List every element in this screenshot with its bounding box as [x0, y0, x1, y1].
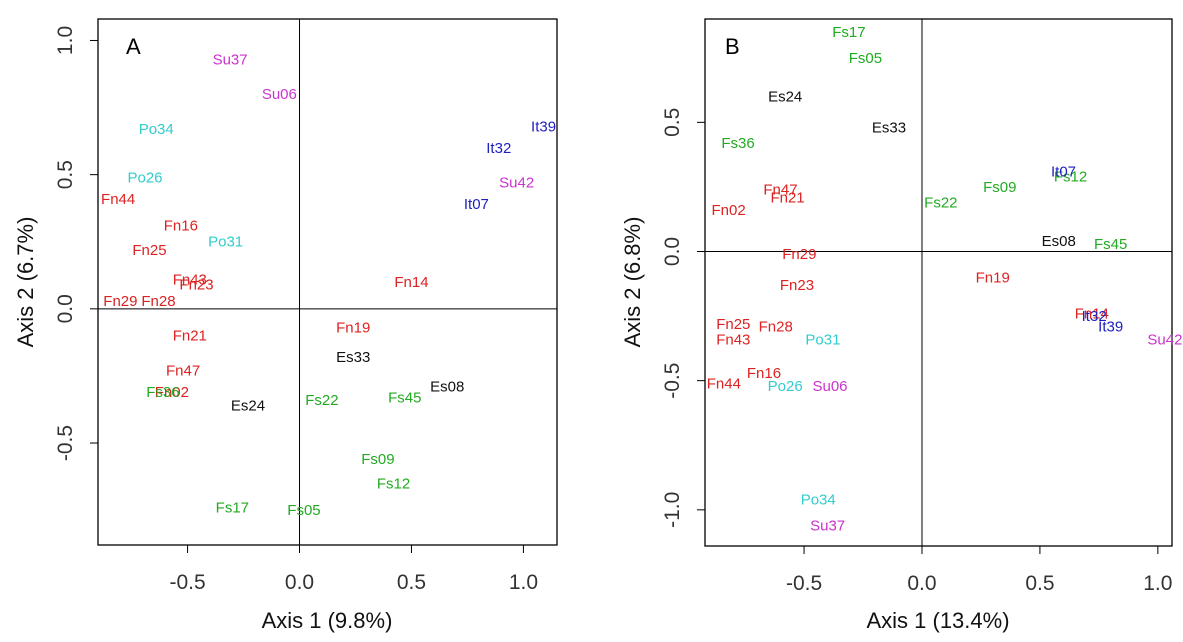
x-axis-ticks: -0.5 0.0 0.5 1.0	[786, 546, 1172, 595]
point-fn43: Fn43	[716, 331, 750, 348]
plot-frame	[704, 18, 1173, 547]
point-fn19: Fn19	[976, 269, 1010, 286]
panel-b: -0.5 0.0 0.5 1.0 -1.0 -0.5 0.0 0.5 Fs17 Fs05 Fs3…	[620, 18, 1183, 633]
y-tick-label: -1.0	[661, 492, 684, 528]
point-fn16: Fn16	[164, 218, 198, 235]
point-fn02: Fn02	[711, 202, 745, 219]
point-it32: It32	[1082, 308, 1107, 325]
y-axis-ticks: -0.5 0.0 0.5 1.0	[54, 26, 98, 461]
point-fs12: Fs12	[377, 475, 410, 492]
point-po31: Po31	[208, 234, 243, 251]
point-fn16: Fn16	[747, 365, 781, 382]
point-fn28: Fn28	[759, 318, 793, 335]
point-fn25: Fn25	[132, 242, 166, 259]
point-es33: Es33	[336, 349, 370, 366]
y-tick-label: 0.0	[661, 237, 684, 266]
y-axis-ticks: -1.0 -0.5 0.0 0.5	[661, 108, 705, 528]
point-es08: Es08	[430, 379, 464, 396]
point-fs45: Fs45	[388, 389, 421, 406]
point-fn21: Fn21	[770, 189, 804, 206]
point-fs05: Fs05	[287, 502, 320, 519]
point-po31: Po31	[805, 331, 840, 348]
y-axis-title: Axis 2 (6.7%)	[13, 217, 38, 348]
point-fn23: Fn23	[179, 277, 213, 294]
point-es24: Es24	[231, 397, 265, 414]
y-tick-label: 1.0	[54, 26, 77, 55]
point-fn29: Fn29	[103, 293, 137, 310]
panel-label: A	[126, 34, 141, 59]
point-su37: Su37	[213, 51, 248, 68]
panel-a: -0.5 0.0 0.5 1.0 -0.5 0.0 0.5 1.0 Su37 Su06 Su42…	[13, 18, 558, 633]
point-it07: It07	[464, 196, 489, 213]
point-fs17: Fs17	[216, 499, 249, 516]
point-fn43: Fn43	[173, 271, 207, 288]
point-es08: Es08	[1042, 233, 1076, 250]
point-fs36: Fs36	[721, 135, 754, 152]
point-po26: Po26	[127, 169, 162, 186]
x-axis-title: Axis 1 (9.8%)	[262, 608, 393, 633]
x-tick-label: 0.0	[907, 572, 936, 595]
point-it32: It32	[486, 140, 511, 157]
point-fn44: Fn44	[101, 191, 135, 208]
y-tick-label: -0.5	[661, 363, 684, 399]
point-fs36: Fs36	[146, 384, 179, 401]
point-fn44: Fn44	[707, 375, 741, 392]
point-su42: Su42	[1147, 331, 1182, 348]
x-tick-label: 0.5	[1025, 572, 1054, 595]
point-es33: Es33	[872, 120, 906, 137]
point-fn19: Fn19	[336, 320, 370, 337]
plot-frame	[97, 18, 558, 546]
y-tick-label: -0.5	[54, 425, 77, 461]
point-po26: Po26	[768, 378, 803, 395]
point-fs09: Fs09	[361, 451, 394, 468]
point-labels: Su37 Su06 Su42 It39 It32 It07 Po34 Po26 Po31 Fn44…	[101, 51, 556, 519]
point-it07: It07	[1051, 163, 1076, 180]
point-su37: Su37	[810, 517, 845, 534]
point-fs45: Fs45	[1094, 236, 1127, 253]
point-fs09: Fs09	[983, 179, 1016, 196]
panel-label: B	[725, 34, 740, 59]
point-po34: Po34	[801, 492, 836, 509]
point-fn29: Fn29	[782, 246, 816, 263]
point-it39: It39	[531, 118, 556, 135]
point-labels: Fs17 Fs05 Fs36 Fs22 Fs09 Fs12 Fs45 Es24 Es33 Es08…	[707, 24, 1183, 534]
y-tick-label: 0.5	[661, 108, 684, 137]
point-su42: Su42	[499, 175, 534, 192]
point-fn25: Fn25	[716, 316, 750, 333]
x-axis-ticks: -0.5 0.0 0.5 1.0	[169, 545, 538, 594]
x-tick-label: -0.5	[786, 572, 822, 595]
point-fn02: Fn02	[155, 384, 189, 401]
point-fn23: Fn23	[780, 277, 814, 294]
point-su06: Su06	[262, 86, 297, 103]
point-fn14: Fn14	[394, 274, 428, 291]
y-tick-label: 0.5	[54, 160, 77, 189]
point-fn28: Fn28	[141, 293, 175, 310]
x-tick-label: 0.5	[397, 571, 426, 594]
point-es24: Es24	[768, 89, 802, 106]
point-fs22: Fs22	[305, 392, 338, 409]
y-axis-title: Axis 2 (6.8%)	[620, 217, 645, 348]
point-it39: It39	[1098, 318, 1123, 335]
y-tick-label: 0.0	[54, 294, 77, 323]
point-fn47: Fn47	[763, 182, 797, 199]
point-fn14: Fn14	[1075, 306, 1109, 323]
point-fn21: Fn21	[173, 328, 207, 345]
point-su06: Su06	[812, 378, 847, 395]
point-fs05: Fs05	[849, 50, 882, 67]
x-tick-label: 1.0	[509, 571, 538, 594]
point-fs17: Fs17	[832, 24, 865, 41]
x-axis-title: Axis 1 (13.4%)	[866, 608, 1009, 633]
x-tick-label: 0.0	[285, 571, 314, 594]
point-fs12: Fs12	[1054, 169, 1087, 186]
x-tick-label: 1.0	[1143, 572, 1172, 595]
x-tick-label: -0.5	[169, 571, 205, 594]
point-fs22: Fs22	[924, 194, 957, 211]
point-po34: Po34	[139, 121, 174, 138]
point-fn47: Fn47	[166, 363, 200, 380]
